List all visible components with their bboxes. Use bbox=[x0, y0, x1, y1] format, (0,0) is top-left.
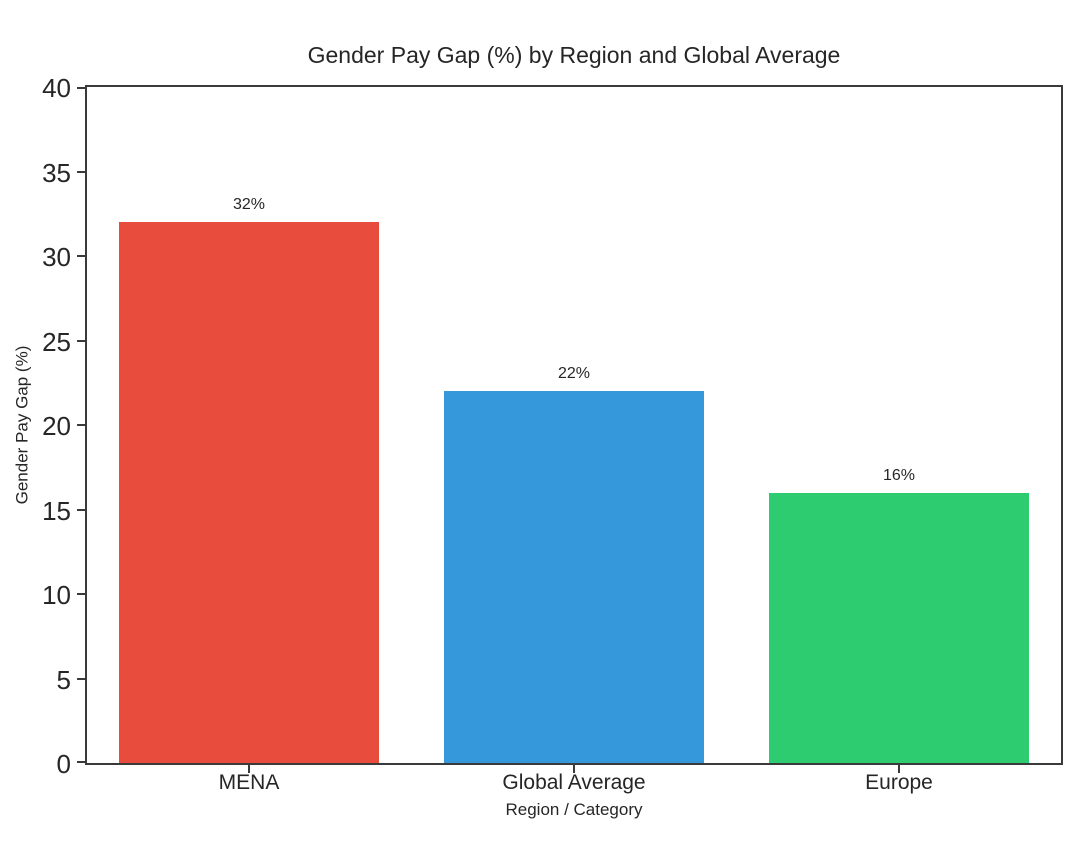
bar-europe bbox=[769, 493, 1029, 763]
y-axis-tick-label: 5 bbox=[56, 664, 71, 695]
chart-title: Gender Pay Gap (%) by Region and Global … bbox=[307, 42, 841, 68]
bar-value-label: 22% bbox=[557, 365, 591, 382]
y-axis-tick-mark bbox=[77, 170, 85, 173]
x-axis-label: Region / Category bbox=[505, 800, 643, 819]
bar-value-label: 32% bbox=[232, 196, 266, 213]
y-axis-tick-mark bbox=[77, 424, 85, 426]
y-axis-tick-label: 40 bbox=[42, 73, 71, 103]
y-axis-tick-label: 15 bbox=[42, 495, 71, 526]
y-axis-tick-label: 35 bbox=[42, 157, 71, 188]
bar-global-average bbox=[444, 391, 704, 763]
y-axis-tick-mark bbox=[77, 508, 85, 511]
y-axis-tick-label: 25 bbox=[42, 326, 71, 357]
x-axis-tick-label: Global Average bbox=[502, 771, 646, 794]
bar-value-label: 16% bbox=[882, 467, 916, 484]
x-axis-tick-mark bbox=[898, 765, 900, 773]
x-axis-tick-mark bbox=[248, 765, 250, 773]
y-axis-tick-label: 30 bbox=[42, 242, 71, 272]
y-axis-label-container: Gender Pay Gap (%) bbox=[0, 85, 44, 765]
y-axis-tick-label: 0 bbox=[56, 749, 71, 779]
y-axis-tick-mark bbox=[77, 593, 85, 595]
plot-area: 0 5 10 15 20 25 30 35 40 32% MENA 22% Global Average… bbox=[42, 75, 1063, 794]
y-axis-tick-mark bbox=[77, 677, 85, 680]
y-axis-tick-mark bbox=[77, 255, 85, 257]
y-axis-label: Gender Pay Gap (%) bbox=[12, 345, 31, 505]
y-axis-tick-label: 20 bbox=[42, 411, 71, 441]
y-axis-tick-label: 10 bbox=[42, 580, 71, 610]
y-axis-tick-mark bbox=[77, 87, 85, 89]
x-axis-tick-mark bbox=[573, 765, 575, 773]
x-axis-tick-label: MENA bbox=[218, 771, 280, 794]
y-axis-tick-mark bbox=[77, 339, 85, 342]
y-axis-tick-mark bbox=[77, 761, 85, 763]
bar-mena bbox=[119, 222, 379, 763]
x-axis-tick-label: Europe bbox=[865, 771, 933, 794]
